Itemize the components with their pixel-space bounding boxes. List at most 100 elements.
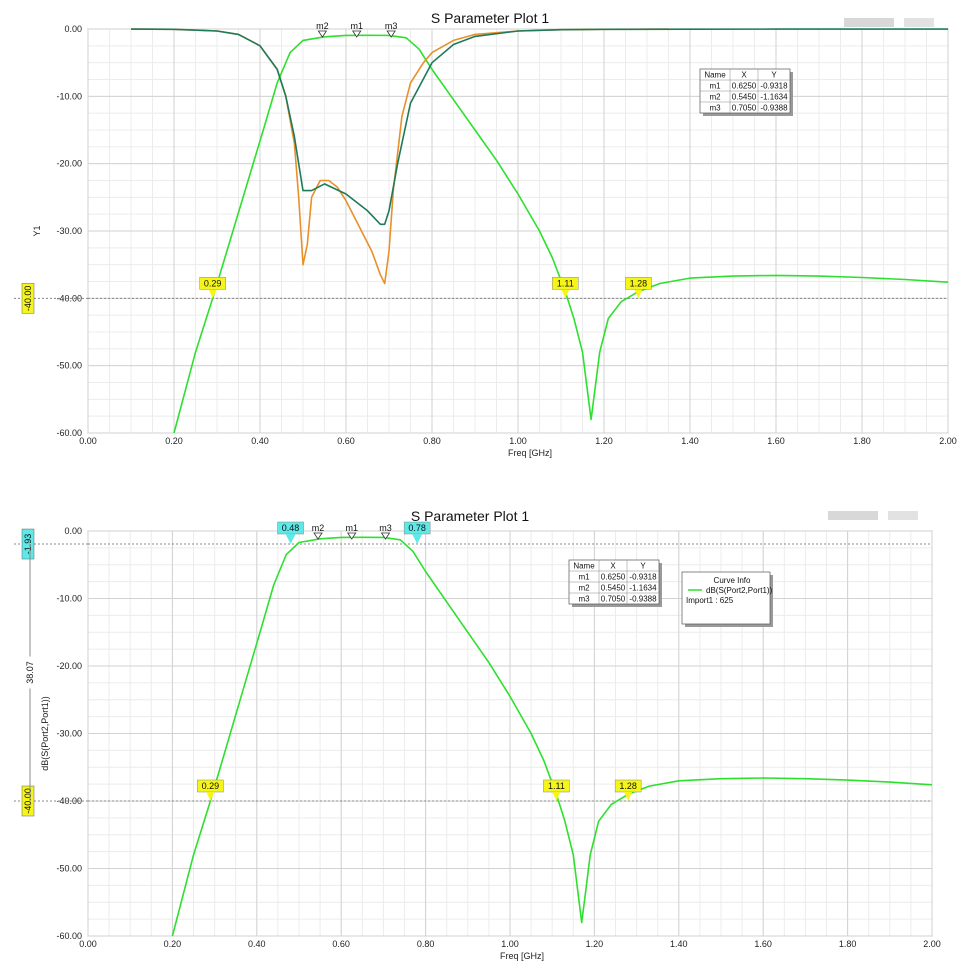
marker-table-header: Name (573, 562, 595, 571)
curve-info-title: Curve Info (714, 576, 751, 585)
x-tick-label: 0.60 (332, 939, 350, 949)
marker-table-header: Y (771, 71, 777, 80)
marker-triangle (380, 532, 391, 540)
y-tick-label: -30.00 (56, 226, 82, 236)
x-tick-label: 1.20 (595, 436, 613, 446)
y-tick-label: -40.00 (56, 796, 82, 806)
y-tick-label: -60.00 (56, 428, 82, 438)
marker-table-cell: -1.1634 (760, 93, 788, 102)
marker-label: m2 (316, 21, 329, 31)
x-tick-label: 0.40 (251, 436, 269, 446)
reference-value-badge (21, 785, 35, 817)
marker-table-cell: 0.7050 (601, 595, 626, 604)
x-tick-label: 0.20 (165, 436, 183, 446)
y-tick-label: 0.00 (64, 526, 82, 536)
marker-label: m3 (385, 21, 398, 31)
curve-info-box (681, 571, 771, 625)
x-tick-label: 0.00 (79, 939, 97, 949)
x-tick-label: 1.20 (586, 939, 604, 949)
y-axis-label: Y1 (32, 225, 42, 236)
cyan-flag-label: 0.78 (408, 523, 426, 533)
marker-table-cell: -0.9318 (760, 82, 788, 91)
series-line-s22 (130, 28, 948, 226)
y-tick-label: -30.00 (56, 729, 82, 739)
x-tick-label: 0.80 (423, 436, 441, 446)
x-tick-label: 0.40 (248, 939, 266, 949)
flag-label: 1.11 (548, 781, 565, 791)
reference-value-badge (21, 283, 35, 314)
reference-value-badge (21, 528, 35, 560)
marker-table-cell: m3 (578, 595, 590, 604)
chart-title: S Parameter Plot 1 (431, 10, 549, 26)
reference-value-label: -40.00 (23, 286, 33, 312)
marker-table-cell: -1.1634 (629, 584, 657, 593)
flag-label: 1.11 (557, 278, 574, 288)
curve-info-entry: dB(S(Port2,Port1)) (706, 586, 773, 595)
x-tick-label: 0.80 (417, 939, 435, 949)
y-tick-label: -20.00 (56, 661, 82, 671)
flag-pointer (206, 792, 215, 801)
series-line-s21 (171, 536, 933, 937)
flag-pointer (552, 792, 561, 801)
y-tick-label: -40.00 (56, 293, 82, 303)
x-tick-label: 1.00 (501, 939, 519, 949)
delta-label: 38.07 (25, 661, 35, 684)
corner-block (904, 18, 934, 27)
x-tick-label: 2.00 (923, 939, 941, 949)
x-axis-label: Freq [GHz] (508, 448, 552, 458)
major-grid (87, 28, 949, 434)
series-line-s21 (173, 34, 949, 434)
cyan-flag-pointer (412, 534, 423, 545)
x-tick-label: 1.80 (839, 939, 857, 949)
marker-triangle (347, 532, 357, 540)
cyan-flag-pointer (285, 534, 296, 545)
reference-value-label: -1.93 (23, 534, 33, 555)
marker-table-cell: 0.5450 (601, 584, 626, 593)
marker-table-cell: m2 (578, 584, 590, 593)
corner-block (828, 511, 878, 520)
x-tick-label: 1.60 (754, 939, 772, 949)
x-tick-label: 1.40 (681, 436, 699, 446)
marker-table-cell: m1 (709, 82, 721, 91)
x-tick-label: 0.20 (164, 939, 182, 949)
flag-pointer (208, 289, 217, 299)
marker-label: m1 (350, 21, 363, 31)
marker-table-cell: 0.7050 (732, 104, 757, 113)
marker-table-cell: m1 (578, 573, 590, 582)
curve-info-sub: Import1 : 625 (686, 596, 734, 605)
corner-block (888, 511, 918, 520)
marker-triangle (386, 30, 396, 38)
marker-table-cell: -0.9318 (629, 573, 657, 582)
y-tick-label: 0.00 (64, 24, 82, 34)
x-tick-label: 1.60 (767, 436, 785, 446)
marker-table-cell: m2 (709, 93, 721, 102)
marker-table-cell: 0.6250 (601, 573, 626, 582)
s-parameter-plot-top: 0.00 0.20 0.40 0.60 0.80 1.00 1.20 1.40 1.60 1.80… (14, 10, 957, 458)
marker-label: m2 (312, 523, 325, 533)
marker-table-cell: -0.9388 (629, 595, 657, 604)
flag-label: 1.28 (630, 278, 648, 288)
x-tick-label: 1.40 (670, 939, 688, 949)
marker-table-header: X (610, 562, 616, 571)
marker-table-cell: 0.6250 (732, 82, 757, 91)
marker-label: m1 (345, 523, 358, 533)
flag-label: 0.29 (204, 278, 222, 288)
x-tick-label: 2.00 (939, 436, 957, 446)
cyan-flag-label: 0.48 (282, 523, 300, 533)
x-tick-label: 0.60 (337, 436, 355, 446)
marker-table-cell: -0.9388 (760, 104, 788, 113)
flag-pointer (634, 289, 643, 299)
x-tick-label: 0.00 (79, 436, 97, 446)
flag-label: 1.28 (619, 781, 637, 791)
x-tick-label: 1.80 (853, 436, 871, 446)
flag-pointer (624, 792, 633, 801)
s-parameter-plot-bottom: 0.00 0.20 0.40 0.60 0.80 1.00 1.20 1.40 1.60 1.80… (14, 508, 941, 961)
y-tick-label: -50.00 (56, 864, 82, 874)
y-tick-label: -50.00 (56, 361, 82, 371)
reference-value-label: -40.00 (23, 788, 33, 814)
y-tick-label: -60.00 (56, 931, 82, 941)
marker-table-cell: m3 (709, 104, 721, 113)
marker-triangle (352, 30, 362, 38)
y-tick-label: -20.00 (56, 159, 82, 169)
y-tick-label: -10.00 (56, 91, 82, 101)
